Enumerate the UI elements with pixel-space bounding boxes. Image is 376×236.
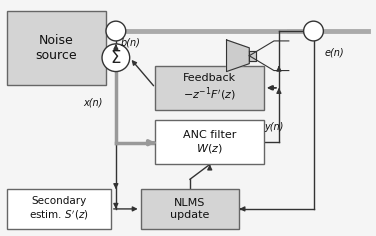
- Text: y(n): y(n): [264, 122, 284, 132]
- Circle shape: [102, 44, 130, 72]
- Text: b(n): b(n): [121, 38, 141, 48]
- FancyBboxPatch shape: [7, 189, 111, 229]
- FancyBboxPatch shape: [155, 66, 264, 110]
- Text: NLMS
update: NLMS update: [170, 198, 210, 220]
- Polygon shape: [227, 40, 249, 72]
- Text: x(n): x(n): [83, 97, 103, 107]
- Text: e(n): e(n): [324, 48, 344, 58]
- Text: Feedback
$-z^{-1}F'(z)$: Feedback $-z^{-1}F'(z)$: [183, 73, 236, 103]
- Polygon shape: [249, 51, 256, 61]
- FancyBboxPatch shape: [141, 189, 240, 229]
- Circle shape: [304, 21, 323, 41]
- Circle shape: [106, 21, 126, 41]
- Text: Noise
source: Noise source: [36, 34, 77, 62]
- Text: ANC filter
$W(z)$: ANC filter $W(z)$: [183, 130, 237, 155]
- FancyBboxPatch shape: [155, 120, 264, 164]
- FancyBboxPatch shape: [7, 11, 106, 85]
- Text: $\Sigma$: $\Sigma$: [110, 49, 121, 67]
- Text: Secondary
estim. $S'(z)$: Secondary estim. $S'(z)$: [29, 196, 89, 222]
